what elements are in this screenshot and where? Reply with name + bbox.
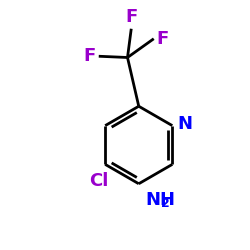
- Text: F: F: [157, 30, 169, 48]
- Text: 2: 2: [160, 197, 169, 210]
- Text: F: F: [125, 8, 138, 26]
- Text: Cl: Cl: [89, 172, 109, 190]
- Text: N: N: [177, 116, 192, 134]
- Text: NH: NH: [145, 191, 175, 209]
- Text: F: F: [84, 47, 96, 65]
